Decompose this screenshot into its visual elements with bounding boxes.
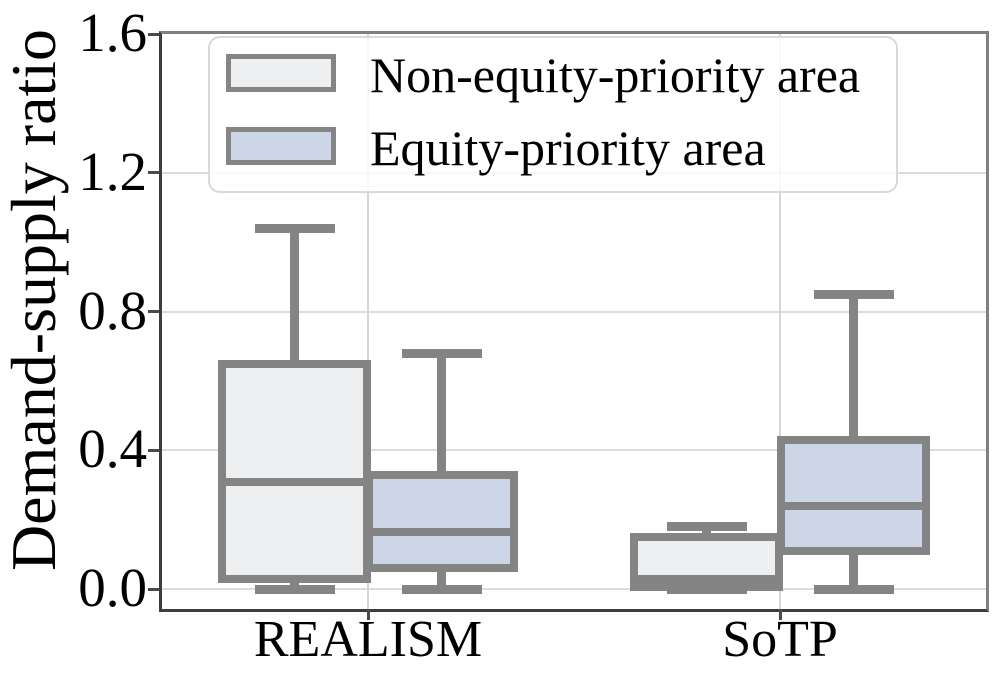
v-gridline: [779, 34, 781, 609]
ytick-label: 0.4: [78, 418, 147, 480]
median-line: [785, 501, 922, 510]
box: [777, 436, 930, 556]
v-gridline: [367, 34, 369, 609]
legend-label-non-equity: Non-equity-priority area: [370, 47, 861, 103]
legend: Non-equity-priority area Equity-priority…: [208, 36, 898, 193]
xtick-mark: [778, 609, 782, 620]
whisker-cap-top: [401, 348, 482, 358]
ytick-label: 1.2: [78, 140, 147, 202]
whisker-cap-bottom: [813, 584, 894, 594]
median-line: [638, 574, 775, 583]
ytick-mark: [148, 310, 159, 314]
whisker-cap-top: [813, 289, 894, 299]
ytick-mark: [148, 32, 159, 36]
xtick-label: SoTP: [722, 611, 838, 668]
ytick-label: 1.6: [78, 2, 147, 63]
median-line: [373, 527, 510, 536]
h-gridline: [162, 588, 986, 591]
legend-label-equity: Equity-priority area: [370, 120, 766, 176]
whisker-cap-bottom: [254, 584, 335, 594]
whisker-cap-bottom: [401, 584, 482, 594]
ytick-mark: [148, 587, 159, 591]
legend-swatch-equity: [226, 127, 336, 165]
median-line: [226, 477, 363, 486]
box: [218, 359, 371, 583]
whisker-cap-top: [666, 522, 747, 532]
ytick-label: 0.8: [78, 279, 147, 341]
ytick-mark: [148, 448, 159, 452]
box: [365, 470, 518, 573]
h-gridline: [162, 449, 986, 452]
xtick-label: REALISM: [253, 611, 483, 668]
legend-swatch-non-equity: [226, 54, 336, 92]
ytick-mark: [148, 171, 159, 175]
ytick-label: 0.0: [78, 557, 147, 619]
h-gridline: [162, 310, 986, 313]
whisker-cap-top: [254, 223, 335, 233]
xtick-mark: [366, 609, 370, 620]
